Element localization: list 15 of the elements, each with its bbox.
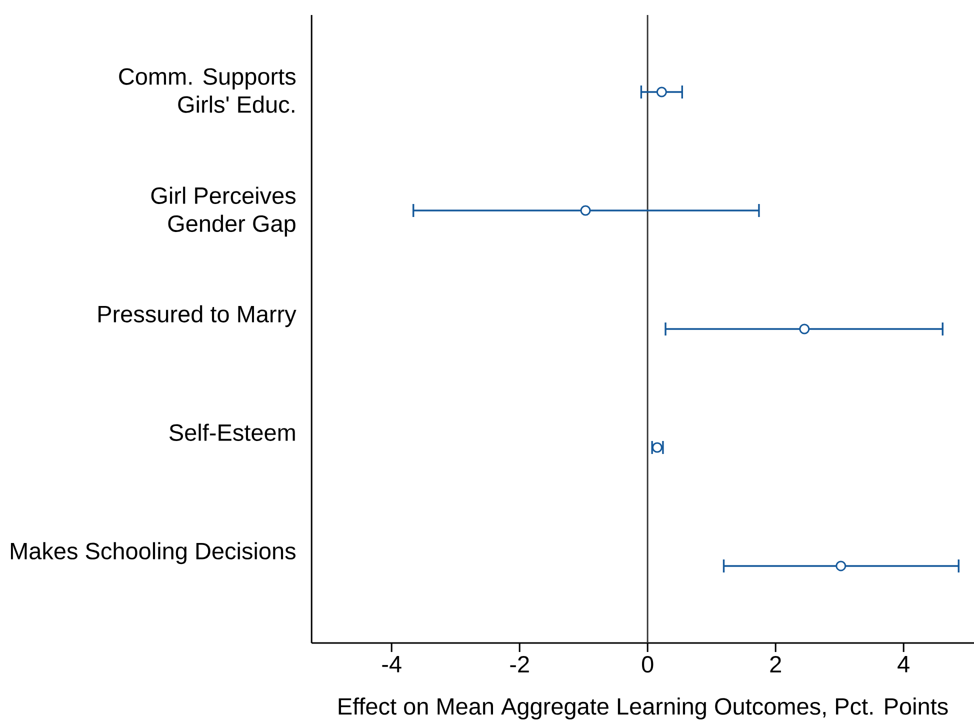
x-tick-label: 0 <box>642 656 654 673</box>
point <box>656 86 667 98</box>
point <box>799 324 810 334</box>
y-tick-label: Makes Schooling Decisions <box>10 542 296 564</box>
y-tick-label: Comm. Supports Girls' Educ. <box>119 68 296 113</box>
x-axis-title: Effect on Mean Aggregate Learning Outcomes, Pct. Points <box>338 698 948 720</box>
point <box>836 560 846 572</box>
x-tick-label: 2 <box>770 656 781 672</box>
x-tick-label: 4 <box>898 656 910 672</box>
x-tick-label: -2 <box>510 656 529 672</box>
point <box>580 205 591 216</box>
x-tick-label: -4 <box>382 656 402 672</box>
y-tick-label: Girl Perceives Gender Gap <box>151 186 296 237</box>
y-tick-label: Pressured to Marry <box>98 305 296 328</box>
y-tick-label: Self-Esteem <box>169 424 295 441</box>
